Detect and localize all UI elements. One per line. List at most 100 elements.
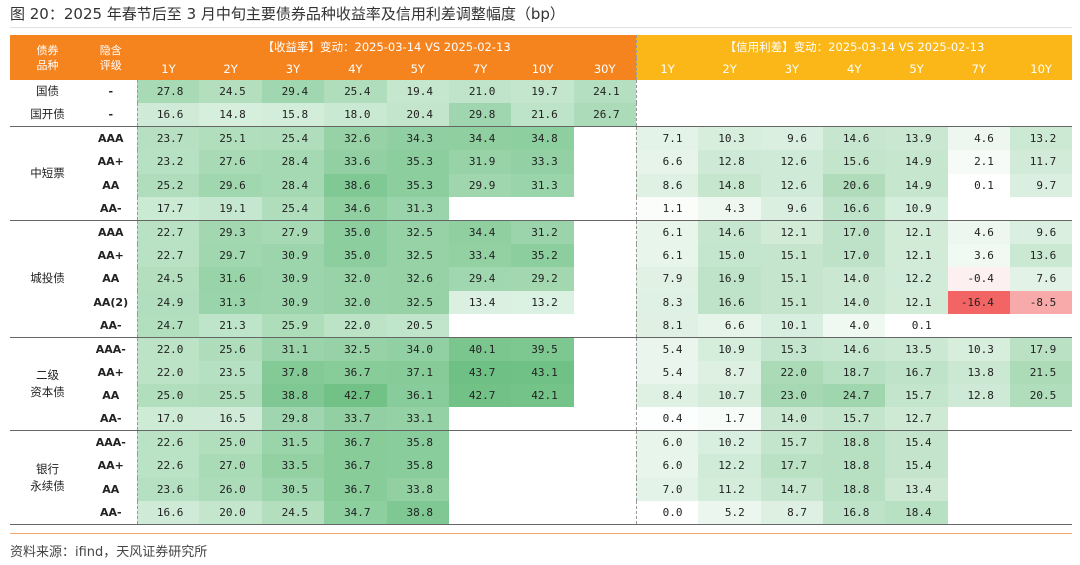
spread-change-cell: 14.9 bbox=[885, 173, 948, 197]
yield-change-cell: 35.8 bbox=[386, 454, 449, 478]
spread-change-cell: 9.6 bbox=[760, 126, 824, 151]
yield-change-cell: 30.5 bbox=[261, 477, 325, 502]
yield-change-cell: 32.5 bbox=[386, 219, 449, 244]
rating-label: AA(2) bbox=[93, 295, 129, 309]
spread-change-cell bbox=[948, 454, 1010, 477]
spread-tenor-header: 10Y bbox=[1009, 58, 1073, 80]
spread-change-cell bbox=[948, 407, 1010, 430]
yield-change-cell bbox=[573, 336, 637, 361]
spread-change-cell: 13.2 bbox=[1009, 126, 1073, 151]
spread-change-cell: 16.6 bbox=[698, 290, 761, 314]
spread-change-cell: 12.1 bbox=[885, 290, 948, 314]
yield-change-cell: 32.0 bbox=[324, 290, 387, 314]
yield-change-cell: 25.0 bbox=[199, 430, 262, 455]
yield-change-cell: 23.5 bbox=[199, 360, 262, 385]
yield-change-cell: 29.8 bbox=[261, 407, 325, 431]
table-row: AA 23.6 26.0 30.5 36.7 33.8 7.0 11.2 14.7 18.8 13.… bbox=[10, 477, 1072, 502]
yield-change-cell: 34.4 bbox=[448, 219, 512, 244]
spread-change-cell: -8.5 bbox=[1009, 290, 1073, 314]
rating-label: AAA bbox=[85, 219, 137, 244]
spread-change-cell: 13.6 bbox=[1009, 243, 1073, 268]
yield-change-cell: 16.6 bbox=[136, 501, 200, 525]
yield-change-cell: 35.2 bbox=[511, 243, 574, 268]
yield-change-cell: 23.2 bbox=[136, 150, 200, 174]
spread-change-cell: 23.0 bbox=[760, 384, 824, 408]
spread-tenor-header: 4Y bbox=[823, 58, 886, 80]
spread-change-cell: 1.1 bbox=[636, 196, 699, 221]
spread-change-cell: 14.6 bbox=[823, 336, 886, 361]
yield-change-cell: 31.3 bbox=[199, 290, 262, 314]
spread-tenor-header: 3Y bbox=[760, 58, 824, 80]
yield-change-cell: 33.6 bbox=[324, 150, 387, 174]
yield-change-cell: 25.9 bbox=[261, 313, 325, 338]
spread-change-cell: 6.1 bbox=[636, 243, 699, 268]
yield-change-cell bbox=[573, 477, 637, 502]
yield-change-cell: 30.9 bbox=[261, 243, 325, 268]
spread-change-cell: 18.8 bbox=[823, 477, 886, 502]
source-note: 资料来源：ifind，天风证券研究所 bbox=[10, 545, 208, 560]
yield-tenor-header: 2Y bbox=[199, 58, 262, 80]
yield-tenor-header: 3Y bbox=[261, 58, 325, 80]
spread-change-cell: 8.7 bbox=[760, 501, 824, 525]
yield-change-cell bbox=[573, 290, 637, 314]
spread-change-cell: 15.7 bbox=[760, 430, 824, 455]
spread-change-cell: 6.1 bbox=[636, 219, 699, 244]
yield-change-cell: 25.2 bbox=[136, 173, 200, 197]
yield-change-cell: 22.6 bbox=[136, 430, 200, 455]
yield-change-cell: 15.8 bbox=[261, 103, 325, 127]
yield-change-cell bbox=[511, 197, 573, 220]
spread-change-cell: 10.9 bbox=[885, 196, 948, 221]
yield-change-cell bbox=[573, 454, 637, 478]
spread-change-cell bbox=[947, 501, 1010, 525]
spread-change-cell: 4.0 bbox=[823, 313, 886, 338]
yield-change-cell: 17.7 bbox=[136, 196, 200, 221]
spread-change-cell: 15.0 bbox=[698, 243, 761, 268]
spread-change-cell: 16.6 bbox=[823, 196, 886, 221]
spread-change-cell: 14.0 bbox=[823, 290, 886, 314]
spread-change-cell: 22.0 bbox=[760, 360, 824, 385]
spread-change-cell: 7.1 bbox=[636, 126, 699, 151]
spread-change-cell: 10.2 bbox=[698, 430, 761, 455]
figure-title: 图 20：2025 年春节后至 3 月中旬主要债券品种收益率及信用利差调整幅度（… bbox=[10, 5, 565, 23]
spread-change-cell: 20.6 bbox=[823, 173, 886, 197]
yield-change-cell bbox=[573, 430, 637, 455]
yield-change-cell: 31.6 bbox=[199, 267, 262, 291]
spread-change-cell: 10.3 bbox=[947, 336, 1010, 361]
table-row: AA- 17.7 19.1 25.4 34.6 31.3 1.1 4.3 9.6 16.6 10.9 bbox=[10, 196, 1072, 221]
spread-change-cell: 9.6 bbox=[760, 196, 824, 221]
spread-change-cell bbox=[698, 80, 760, 103]
table-row: 城投债 AAA 22.7 29.3 27.9 35.0 32.5 34.4 31.2 6.1 14.… bbox=[10, 219, 1073, 338]
spread-change-cell bbox=[885, 80, 947, 103]
spread-tenor-header: 5Y bbox=[885, 58, 948, 80]
yield-change-cell: 29.9 bbox=[448, 173, 512, 197]
spread-change-cell: 3.6 bbox=[947, 243, 1010, 268]
yield-tenor-header: 7Y bbox=[448, 58, 512, 80]
yield-change-cell: 26.7 bbox=[573, 103, 637, 127]
spread-change-cell: 13.4 bbox=[885, 477, 948, 502]
yield-change-cell: 29.4 bbox=[448, 267, 512, 291]
spread-change-cell: 12.6 bbox=[760, 150, 824, 174]
yield-change-cell bbox=[511, 454, 573, 477]
yield-change-cell: 32.0 bbox=[324, 267, 387, 291]
yield-change-cell bbox=[573, 501, 637, 525]
yield-change-cell: 31.9 bbox=[448, 150, 512, 174]
yield-change-cell: 29.8 bbox=[448, 103, 512, 127]
yield-change-cell: 27.6 bbox=[199, 150, 262, 174]
yield-change-cell: 24.7 bbox=[136, 313, 200, 338]
spread-change-cell: 6.6 bbox=[698, 313, 761, 338]
yield-change-cell: 29.6 bbox=[199, 173, 262, 197]
rating-label: AA bbox=[102, 178, 120, 192]
spread-change-cell: 4.3 bbox=[698, 196, 761, 221]
yield-change-cell: 27.9 bbox=[261, 219, 325, 244]
rating-label: AAA bbox=[85, 126, 137, 151]
spread-change-cell bbox=[948, 197, 1010, 220]
spread-change-cell bbox=[1010, 103, 1072, 126]
yield-change-cell: 20.4 bbox=[386, 103, 449, 127]
yield-change-cell: 29.3 bbox=[199, 219, 262, 244]
spread-change-cell: 8.4 bbox=[636, 384, 699, 408]
yield-change-cell: 25.4 bbox=[261, 196, 325, 221]
yield-change-cell: 38.6 bbox=[324, 173, 387, 197]
yield-change-cell: 33.7 bbox=[324, 407, 387, 431]
spread-change-cell: 4.6 bbox=[947, 126, 1010, 151]
yield-change-cell: 35.3 bbox=[386, 173, 449, 197]
